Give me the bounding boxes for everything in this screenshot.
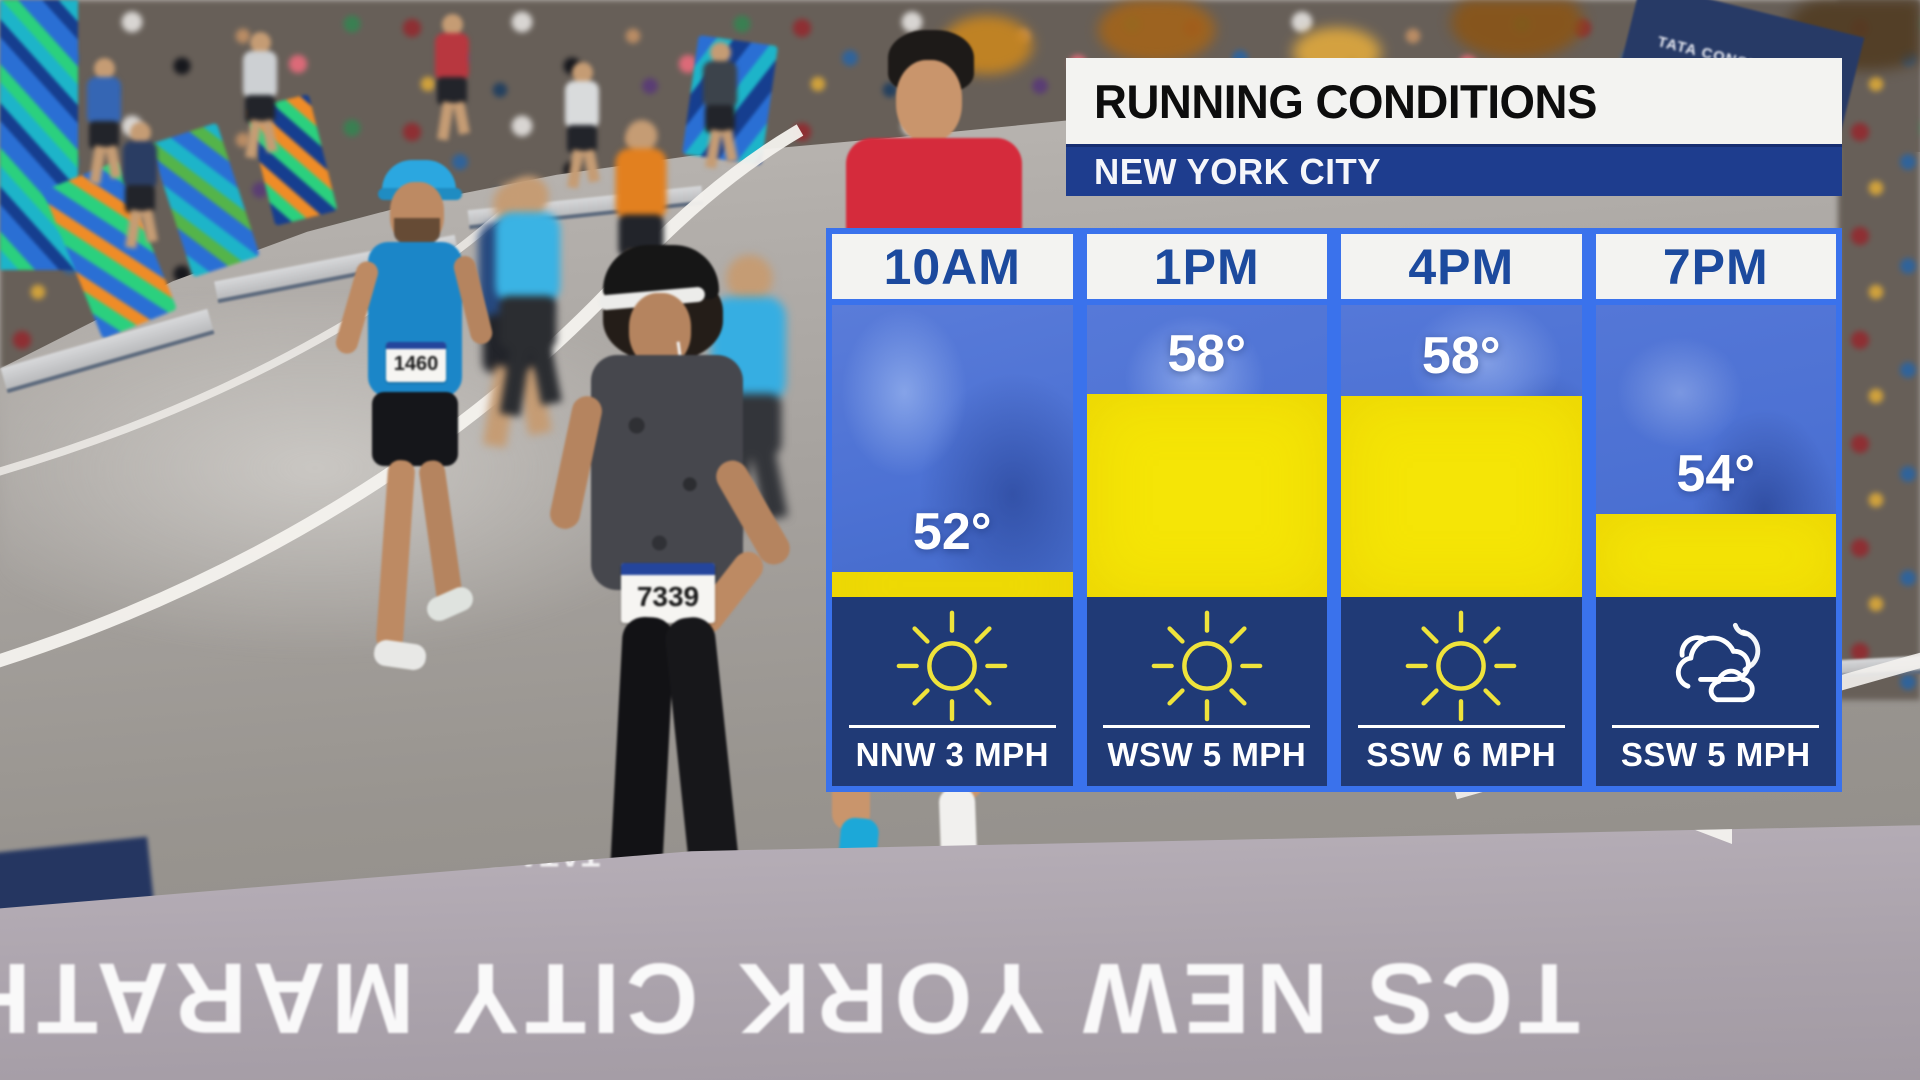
runner-torso	[243, 51, 277, 99]
sun-icon	[1151, 610, 1263, 722]
runner-blue-cap: 1460	[333, 160, 495, 720]
volunteer-head	[726, 255, 773, 302]
runner-foreground-woman: 7339	[545, 245, 805, 1080]
temperature-bar	[832, 572, 1073, 597]
wind-divider	[1612, 725, 1820, 728]
runner-leg	[375, 459, 416, 651]
runner-beard	[394, 218, 440, 246]
temperature-cell: 58°	[1086, 305, 1327, 597]
runner-shorts	[705, 105, 735, 133]
temperature-bar	[1595, 514, 1836, 597]
forecast-column-1pm: 1PM 58° WSW 5 MPH	[1086, 234, 1327, 786]
volunteer-head	[508, 176, 549, 216]
runner-shorts	[567, 125, 597, 153]
race-bib: 7339	[621, 563, 715, 623]
runner-torso	[615, 148, 667, 221]
bib-number: 7339	[636, 581, 700, 612]
runner-head	[130, 122, 151, 143]
temperature-label: 52°	[912, 503, 992, 561]
runner-shorts	[245, 95, 275, 123]
road-marking-primary: TCS NEW YORK CITY MARATHON	[0, 942, 1580, 1054]
sun-icon	[1405, 610, 1517, 722]
condition-cell: SSW 5 MPH	[1595, 597, 1836, 786]
title-bar: RUNNING CONDITIONS	[1066, 58, 1842, 144]
runner-torso	[435, 33, 469, 81]
wind-label: SSW 6 MPH	[1366, 736, 1557, 773]
bib-header	[386, 342, 446, 349]
wind-divider	[1103, 725, 1311, 728]
temperature-cell: 52°	[832, 305, 1073, 597]
runner-shorts	[437, 77, 467, 105]
time-label: 7PM	[1595, 234, 1836, 299]
runner-head	[94, 58, 115, 79]
wind-label: NNW 3 MPH	[855, 736, 1049, 773]
runner-torso	[123, 141, 157, 189]
runner-shoe	[423, 583, 477, 625]
wind-label: WSW 5 MPH	[1107, 736, 1307, 773]
forecast-column-10am: 10AM 52° NNW 3 MPH	[832, 234, 1073, 786]
runner-capri-leg	[663, 615, 741, 884]
temperature-label: 54°	[1676, 445, 1756, 503]
runner-shorts	[89, 121, 119, 149]
bib-number: 1460	[393, 353, 439, 375]
sun-icon	[896, 610, 1008, 722]
volunteer-jacket	[495, 212, 561, 304]
cloud-moon-icon	[1675, 622, 1760, 703]
runner-torso	[87, 77, 121, 125]
time-label: 10AM	[832, 234, 1073, 299]
runner-head	[626, 120, 658, 152]
volunteer-pants	[499, 295, 557, 349]
forecast-column-4pm: 4PM 58° SSW 6 MPH	[1341, 234, 1582, 786]
condition-cell: WSW 5 MPH	[1086, 597, 1327, 786]
wind-divider	[848, 725, 1056, 728]
temperature-label: 58°	[1421, 327, 1501, 385]
location-label: NEW YORK CITY	[1094, 150, 1381, 192]
road-arrow-mark	[1690, 825, 1732, 844]
time-label: 1PM	[1086, 234, 1327, 299]
bib-header	[621, 563, 715, 575]
temperature-cell: 58°	[1341, 305, 1582, 597]
temperature-bar	[1341, 396, 1582, 597]
runner-head	[250, 32, 271, 53]
runner-face	[896, 60, 962, 142]
runner-shorts	[372, 392, 458, 466]
runner-torso	[703, 61, 737, 109]
wind-divider	[1357, 725, 1565, 728]
runner-torso	[565, 81, 599, 129]
runner-head	[710, 42, 731, 63]
forecast-column-7pm: 7PM 54° SSW 5 MPH	[1595, 234, 1836, 786]
wind-label: SSW 5 MPH	[1620, 736, 1811, 773]
runner-shorts	[125, 185, 155, 213]
runner-head	[572, 62, 593, 83]
runner-shoe	[372, 638, 428, 672]
temperature-cell: 54°	[1595, 305, 1836, 597]
condition-cell: SSW 6 MPH	[1341, 597, 1582, 786]
temperature-bar	[1086, 394, 1327, 597]
time-label: 4PM	[1341, 234, 1582, 299]
race-bib: 1460	[386, 342, 446, 382]
location-bar: NEW YORK CITY	[1066, 144, 1842, 196]
runner-head	[442, 14, 463, 35]
condition-cell: NNW 3 MPH	[832, 597, 1073, 786]
temperature-label: 58°	[1167, 325, 1247, 383]
forecast-panel: 10AM 52° NNW 3 MPH 1PM 58°	[826, 228, 1842, 792]
page-title: RUNNING CONDITIONS	[1094, 74, 1597, 128]
